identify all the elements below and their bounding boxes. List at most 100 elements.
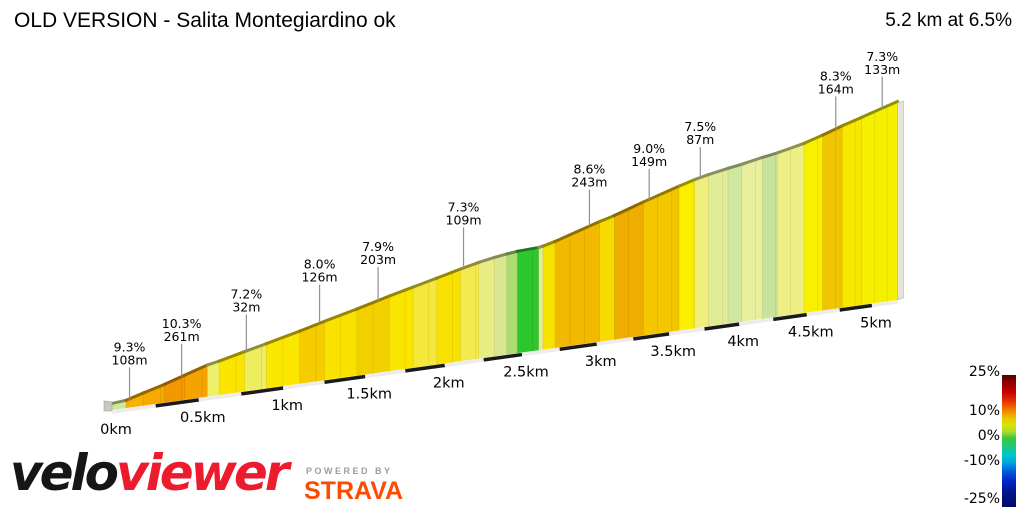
- profile-crest: [541, 239, 558, 248]
- profile-band: [855, 118, 862, 306]
- gradient-label-percent: 7.2%: [230, 286, 262, 301]
- x-axis-tick-label: 4.5km: [788, 325, 834, 341]
- profile-band: [874, 107, 888, 304]
- profile-crest: [217, 349, 247, 364]
- axis-dash: [559, 342, 598, 351]
- profile-band: [804, 138, 818, 314]
- profile-band: [538, 247, 544, 351]
- profile-band: [460, 264, 476, 362]
- profile-band: [316, 322, 325, 382]
- profile-crest: [515, 245, 541, 254]
- x-axis-tick-label: 3km: [585, 354, 617, 370]
- profile-band: [570, 229, 585, 346]
- profile-band: [532, 248, 539, 352]
- profile-band: [340, 310, 358, 378]
- profile-start-cap: [103, 400, 113, 412]
- axis-dash: [738, 317, 774, 326]
- profile-crest: [477, 255, 497, 265]
- profile-crest: [411, 276, 439, 289]
- climb-summary-stats: 5.2 km at 6.5%: [885, 10, 1012, 31]
- gradient-label-percent: 9.3%: [114, 339, 146, 354]
- profile-band: [452, 270, 461, 363]
- axis-dash: [444, 358, 484, 368]
- gradient-label-length: 243m: [571, 175, 607, 190]
- profile-band: [790, 144, 805, 315]
- profile-crest: [677, 177, 697, 189]
- profile-crest: [706, 166, 731, 177]
- legend-tick-label: 10%: [968, 403, 1000, 419]
- profile-band: [584, 222, 600, 344]
- profile-crest: [242, 341, 269, 354]
- axis-dash: [364, 369, 406, 379]
- profile-crest: [820, 123, 845, 138]
- profile-band: [324, 316, 341, 381]
- profile-band: [261, 345, 267, 390]
- axis-dash: [704, 322, 740, 331]
- profile-crest: [840, 115, 864, 128]
- x-axis-tick-label: 5km: [860, 316, 892, 332]
- axis-dash: [596, 337, 634, 346]
- axis-dash: [806, 308, 840, 317]
- profile-band: [817, 136, 823, 312]
- profile-end-face: [897, 100, 904, 301]
- gradient-label-percent: 8.6%: [574, 162, 606, 177]
- profile-band: [479, 258, 495, 359]
- profile-band: [126, 394, 144, 409]
- profile-crest: [612, 199, 646, 218]
- profile-band: [708, 171, 723, 327]
- profile-band: [181, 376, 186, 401]
- profile-crest: [859, 99, 900, 120]
- profile-band: [842, 121, 856, 308]
- profile-band: [628, 203, 644, 338]
- gradient-label-length: 261m: [164, 329, 200, 344]
- page-title: OLD VERSION - Salita Montegiardino ok: [14, 9, 396, 32]
- strava-logo[interactable]: STRAVA: [304, 477, 404, 505]
- profile-band: [143, 387, 161, 406]
- profile-crest: [297, 319, 327, 334]
- axis-dash: [155, 398, 200, 408]
- profile-crest: [740, 155, 765, 167]
- profile-crest: [264, 329, 302, 346]
- axis-dash: [839, 303, 873, 312]
- profile-band: [506, 252, 518, 355]
- profile-band: [236, 353, 245, 393]
- axis-dash: [405, 363, 446, 373]
- profile-crest: [141, 382, 167, 395]
- powered-by-label: POWERED BY: [306, 466, 393, 476]
- profile-band: [614, 210, 629, 340]
- legend-tick-label: -25%: [963, 491, 1000, 507]
- profile-crest: [553, 219, 602, 244]
- profile-band: [207, 362, 220, 397]
- legend-tick-label: -10%: [963, 453, 1000, 469]
- profile-band: [543, 242, 556, 350]
- profile-band: [185, 368, 203, 400]
- profile-crest: [692, 172, 711, 182]
- profile-band: [112, 401, 127, 410]
- gradient-label-length: 87m: [686, 132, 714, 147]
- profile-band: [389, 291, 406, 372]
- profile-crest: [183, 362, 210, 377]
- gradient-label-percent: 8.0%: [304, 257, 336, 272]
- profile-crest: [760, 150, 780, 160]
- veloviewer-logo[interactable]: veloviewer: [10, 444, 289, 502]
- profile-band: [160, 385, 165, 404]
- gradient-label-percent: 7.3%: [866, 49, 898, 64]
- profile-crest: [387, 285, 416, 298]
- brand-viewer: viewer: [116, 444, 289, 502]
- brand-velo: velo: [10, 444, 119, 502]
- profile-crest: [492, 252, 509, 260]
- x-axis-tick-label: 2.5km: [503, 365, 549, 381]
- profile-band: [777, 149, 791, 317]
- profile-band: [219, 356, 237, 395]
- profile-crest: [322, 306, 360, 324]
- legend-tick-label: 0%: [977, 428, 1000, 444]
- x-axis-tick-label: 0.5km: [180, 410, 226, 426]
- axis-dash: [241, 386, 284, 396]
- axis-dash: [773, 312, 808, 322]
- profile-band: [202, 366, 208, 398]
- x-axis-tick-label: 1km: [271, 398, 303, 414]
- profile-band: [164, 378, 182, 403]
- gradient-label-percent: 10.3%: [162, 316, 202, 331]
